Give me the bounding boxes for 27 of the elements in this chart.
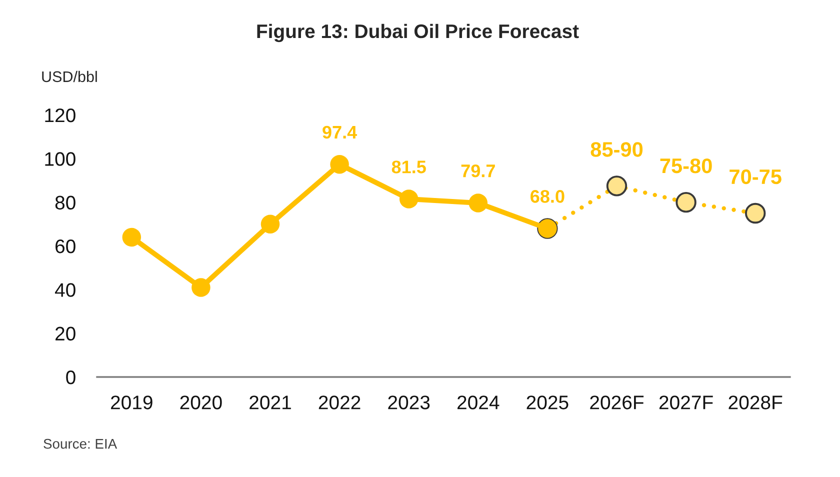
x-tick-label: 2023 bbox=[388, 396, 430, 410]
y-tick-label: 40 bbox=[54, 283, 76, 297]
source-note: Source: EIA bbox=[44, 438, 118, 449]
data-label: 81.5 bbox=[392, 160, 426, 174]
y-tick-label: 60 bbox=[56, 239, 76, 254]
data-label: 68.0 bbox=[530, 190, 564, 203]
x-tick-label: 2019 bbox=[111, 396, 152, 410]
data-label: 70-75 bbox=[730, 169, 782, 184]
x-tick-label: 2025 bbox=[526, 396, 568, 410]
y-tick-label: 100 bbox=[45, 152, 76, 166]
x-tick-label: 2020 bbox=[180, 396, 222, 410]
x-tick-label: 2024 bbox=[458, 396, 500, 410]
x-tick-label: 2027F bbox=[659, 396, 713, 410]
data-label: 97.4 bbox=[322, 126, 358, 139]
data-label: 75-80 bbox=[660, 158, 712, 174]
x-tick-label: 2026F bbox=[590, 396, 644, 410]
chart-title: Figure 13: Dubai Oil Price Forecast bbox=[257, 24, 579, 42]
y-axis-title: USD/bbl bbox=[42, 70, 97, 82]
x-tick-label: 2022 bbox=[318, 396, 360, 410]
y-tick-label: 0 bbox=[66, 370, 76, 384]
y-tick-label: 20 bbox=[56, 326, 76, 341]
data-label: 85-90 bbox=[590, 142, 643, 157]
y-tick-label: 80 bbox=[55, 196, 76, 210]
y-tick-label: 120 bbox=[45, 108, 76, 122]
data-label: 79.7 bbox=[461, 164, 495, 178]
x-tick-label: 2028F bbox=[728, 396, 782, 410]
x-tick-label: 2021 bbox=[250, 396, 291, 410]
